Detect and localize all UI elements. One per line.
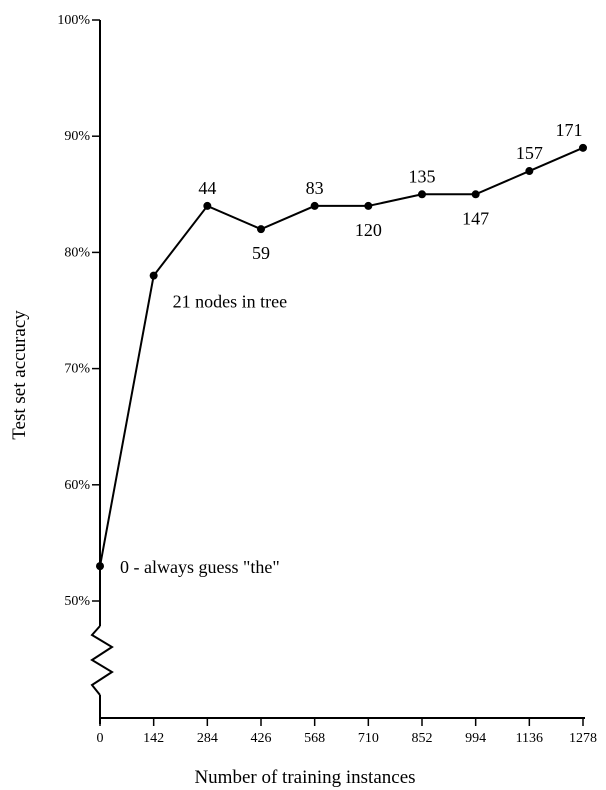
data-point (149, 271, 158, 280)
data-point-label: 44 (198, 178, 216, 198)
x-tick-label: 852 (412, 731, 433, 746)
x-tick-label: 710 (358, 731, 379, 746)
data-point (471, 190, 480, 199)
data-point-label: 135 (409, 166, 436, 186)
x-tick-label: 0 (97, 731, 104, 746)
x-tick-label: 426 (251, 731, 272, 746)
data-point-label: 120 (355, 220, 382, 240)
y-axis-title: Test set accuracy (9, 310, 30, 440)
y-tick-label: 70% (64, 362, 90, 377)
data-point-label: 147 (462, 208, 489, 228)
x-tick-label: 994 (465, 731, 486, 746)
data-point (525, 167, 534, 176)
x-tick-label: 1136 (516, 731, 543, 746)
series-line (99, 146, 584, 567)
data-point (310, 201, 319, 210)
y-tick-label: 100% (57, 13, 90, 28)
data-point (203, 201, 212, 210)
x-axis: 0 142 284 426 568 710 852 994 1136 1278 (97, 717, 597, 746)
data-point-label: 157 (516, 143, 543, 163)
data-point-label: 171 (556, 120, 583, 140)
data-point-label: 21 nodes in tree (173, 292, 287, 312)
data-point-label: 0 - always guess "the" (120, 557, 280, 577)
data-point (418, 190, 426, 199)
x-tick-label: 1278 (569, 731, 597, 746)
data-point (364, 201, 373, 210)
x-tick-label: 284 (197, 731, 218, 746)
data-point-label: 83 (306, 178, 324, 198)
data-point (579, 143, 587, 152)
x-tick-label: 568 (304, 731, 325, 746)
y-tick-label: 80% (64, 245, 90, 260)
x-axis-title: Number of training instances (194, 767, 415, 788)
x-tick-label: 142 (143, 731, 164, 746)
point-labels: 0 - always guess "the" 21 nodes in tree 44… (120, 120, 583, 577)
y-tick-label: 50% (64, 594, 90, 609)
data-point (96, 562, 104, 571)
y-tick-label: 90% (64, 129, 90, 144)
y-tick-label: 60% (64, 478, 90, 493)
data-point (257, 225, 265, 234)
data-point-label: 59 (252, 243, 270, 263)
axis-break-zigzag (90, 625, 114, 696)
data-series (96, 143, 587, 571)
y-axis: 50% 60% 70% 80% 90% 100% (57, 13, 114, 724)
